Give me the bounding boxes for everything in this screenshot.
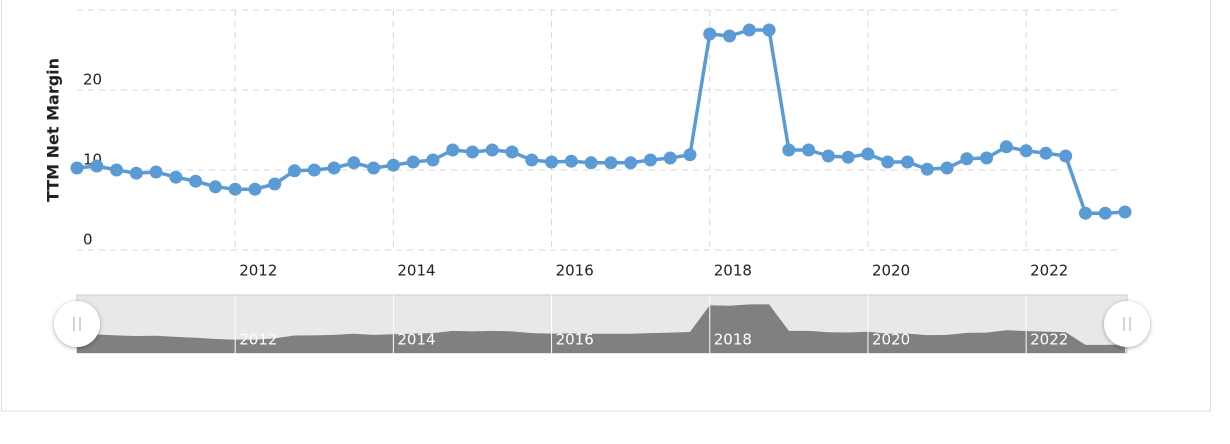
data-point bbox=[1098, 206, 1112, 220]
data-point bbox=[920, 162, 934, 176]
data-point bbox=[485, 143, 499, 157]
data-point bbox=[960, 152, 974, 166]
data-point bbox=[169, 170, 183, 184]
data-point bbox=[802, 143, 816, 157]
data-point bbox=[821, 149, 835, 163]
data-point bbox=[841, 150, 855, 164]
data-point bbox=[525, 153, 539, 167]
y-axis-label: TTM Net Margin bbox=[44, 58, 63, 202]
data-point bbox=[129, 166, 143, 180]
data-point bbox=[465, 145, 479, 159]
x-tick-label: 2012 bbox=[239, 262, 277, 280]
data-point bbox=[268, 177, 282, 191]
data-point bbox=[742, 23, 756, 37]
navigator-tick-label: 2016 bbox=[556, 331, 594, 349]
data-point bbox=[624, 156, 638, 170]
data-point bbox=[545, 155, 559, 169]
data-point bbox=[584, 156, 598, 170]
data-point bbox=[149, 165, 163, 179]
data-point bbox=[208, 180, 222, 194]
data-point bbox=[90, 159, 104, 173]
data-point bbox=[643, 153, 657, 167]
handle[interactable] bbox=[1104, 301, 1150, 347]
data-point bbox=[762, 23, 776, 37]
data-point bbox=[248, 182, 262, 196]
data-point bbox=[307, 163, 321, 177]
data-point bbox=[881, 155, 895, 169]
data-point bbox=[1118, 205, 1132, 219]
data-point bbox=[1039, 146, 1053, 160]
data-point bbox=[367, 161, 381, 175]
data-point bbox=[386, 158, 400, 172]
data-point bbox=[940, 161, 954, 175]
data-point bbox=[900, 155, 914, 169]
data-point bbox=[406, 155, 420, 169]
navigator-tick-label: 2012 bbox=[239, 331, 277, 349]
data-point bbox=[1019, 144, 1033, 158]
navigator-tick-label: 2018 bbox=[714, 331, 752, 349]
data-point bbox=[683, 148, 697, 162]
x-tick-label: 2020 bbox=[872, 262, 910, 280]
data-point bbox=[110, 163, 124, 177]
navigator-handle-left[interactable] bbox=[54, 301, 100, 347]
data-point bbox=[604, 156, 618, 170]
data-point bbox=[1059, 149, 1073, 163]
data-point bbox=[327, 161, 341, 175]
data-point bbox=[189, 174, 203, 188]
x-tick-label: 2022 bbox=[1030, 262, 1068, 280]
data-point bbox=[861, 147, 875, 161]
y-tick-label: 20 bbox=[83, 71, 102, 89]
x-tick-label: 2014 bbox=[397, 262, 435, 280]
data-point bbox=[723, 29, 737, 43]
frame bbox=[1, 0, 1211, 412]
data-point bbox=[347, 156, 361, 170]
x-tick-label: 2018 bbox=[714, 262, 752, 280]
data-point bbox=[288, 164, 302, 178]
navigator-tick-label: 2014 bbox=[397, 331, 435, 349]
data-point bbox=[703, 27, 717, 41]
data-point bbox=[1078, 206, 1092, 220]
data-point bbox=[228, 182, 242, 196]
data-point bbox=[663, 151, 677, 165]
data-point bbox=[505, 145, 519, 159]
data-point bbox=[999, 140, 1013, 154]
data-point bbox=[564, 154, 578, 168]
navigator-handle-right[interactable] bbox=[1104, 301, 1150, 347]
y-tick-label: 0 bbox=[83, 231, 93, 249]
x-tick-label: 2016 bbox=[556, 262, 594, 280]
data-point bbox=[446, 143, 460, 157]
data-point bbox=[782, 143, 796, 157]
data-point bbox=[426, 153, 440, 167]
data-point bbox=[70, 161, 84, 175]
navigator-tick-label: 2020 bbox=[872, 331, 910, 349]
navigator-tick-label: 2022 bbox=[1030, 331, 1068, 349]
handle[interactable] bbox=[54, 301, 100, 347]
data-point bbox=[980, 151, 994, 165]
navigator-area bbox=[77, 304, 1125, 353]
